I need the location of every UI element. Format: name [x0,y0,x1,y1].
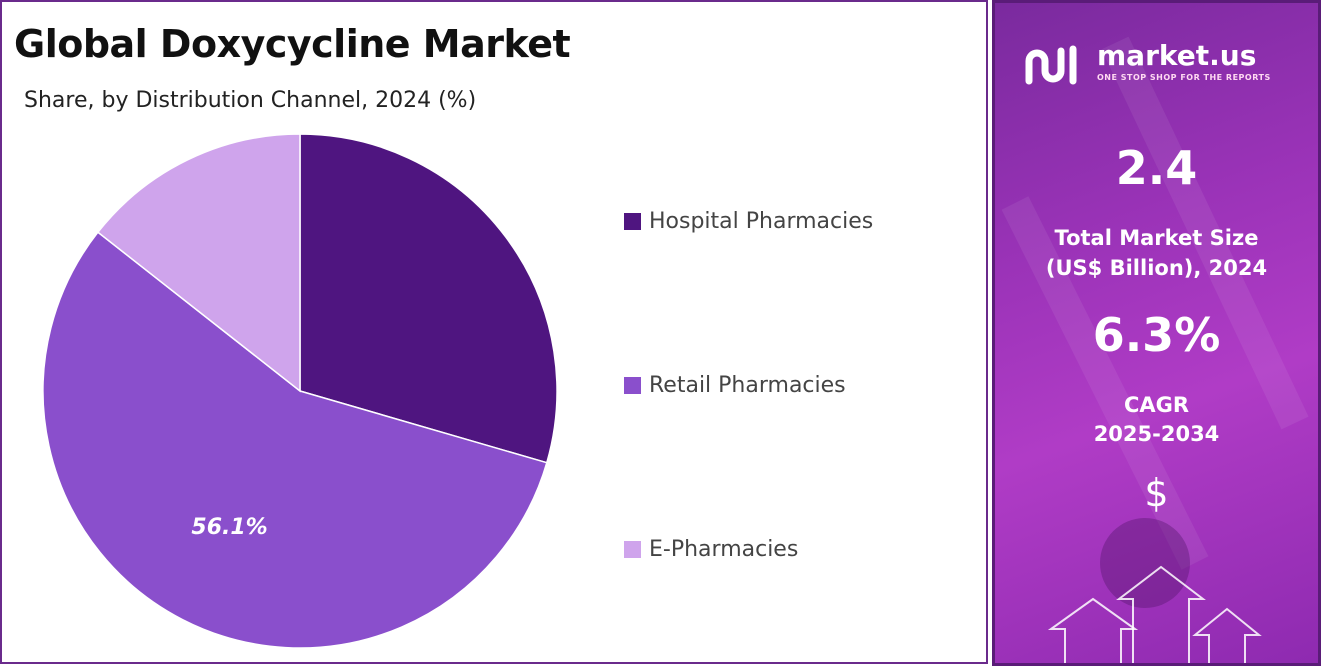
legend-item-retail-pharmacies: Retail Pharmacies [624,373,846,398]
market-size-value: 2.4 [995,141,1318,195]
legend-item-hospital-pharmacies: Hospital Pharmacies [624,209,873,234]
brand-tagline: ONE STOP SHOP FOR THE REPORTS [1097,73,1271,82]
pie-chart: 56.1% [2,2,986,662]
market-us-logo-icon [1023,41,1087,87]
cagr-label: CAGR [995,390,1318,420]
cagr-period: 2025-2034 [995,419,1318,449]
brand: market.us ONE STOP SHOP FOR THE REPORTS [1023,41,1271,87]
chart-panel: Global Doxycycline Market Share, by Dist… [0,0,988,664]
legend-swatch [624,377,641,394]
legend-item-e-pharmacies: E-Pharmacies [624,537,798,562]
legend-label: Retail Pharmacies [649,373,846,398]
data-label-retail-pharmacies: 56.1% [191,515,267,540]
market-size-label-line2: (US$ Billion), 2024 [995,253,1318,283]
brand-name: market.us [1097,41,1271,71]
market-size-label-line1: Total Market Size [995,223,1318,253]
legend-swatch [624,213,641,230]
cagr-value: 6.3% [995,308,1318,362]
dollar-icon: $ [995,471,1318,515]
legend-label: Hospital Pharmacies [649,209,873,234]
summary-panel: market.us ONE STOP SHOP FOR THE REPORTS … [992,0,1321,666]
legend-label: E-Pharmacies [649,537,798,562]
legend-swatch [624,541,641,558]
